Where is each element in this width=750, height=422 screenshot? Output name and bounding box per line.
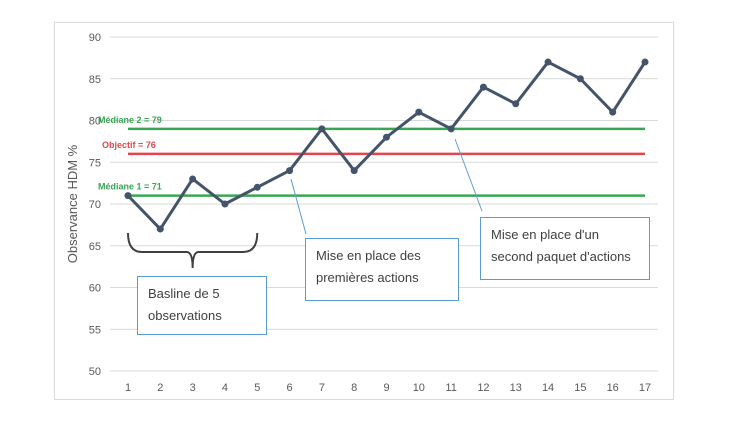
annotation-pointer: [290, 178, 307, 235]
y-tick-label: 70: [89, 199, 101, 211]
annotation-first-actions: Mise en place des premières actions: [305, 238, 459, 301]
annotation-baseline: Basline de 5 observations: [137, 276, 267, 335]
data-point: [641, 58, 649, 66]
data-point: [512, 100, 520, 108]
y-tick-label: 65: [89, 241, 101, 253]
y-tick-label: 60: [89, 283, 101, 295]
chart-frame: [54, 22, 674, 400]
y-tick-label: 50: [89, 366, 101, 378]
annotation-pointer: [454, 138, 483, 212]
y-axis-title: Observance HDM %: [65, 144, 80, 263]
data-point: [286, 167, 294, 175]
x-tick-label: 14: [542, 382, 554, 394]
x-tick-label: 4: [222, 382, 228, 394]
baseline-brace: [127, 232, 259, 269]
data-point: [609, 108, 617, 116]
x-tick-label: 1: [125, 382, 131, 394]
x-tick-label: 2: [157, 382, 163, 394]
x-tick-label: 9: [383, 382, 389, 394]
data-point: [189, 175, 197, 183]
data-point: [350, 167, 358, 175]
x-tick-label: 6: [287, 382, 293, 394]
annotation-second-actions: Mise en place d'un second paquet d'actio…: [480, 217, 650, 280]
x-tick-label: 16: [607, 382, 619, 394]
reference-line-label: Médiane 1 = 71: [98, 182, 162, 192]
data-point: [576, 75, 584, 83]
x-tick-label: 17: [639, 382, 651, 394]
data-point: [124, 192, 132, 200]
reference-line-label: Objectif = 76: [102, 140, 156, 150]
x-tick-label: 13: [510, 382, 522, 394]
x-tick-label: 8: [351, 382, 357, 394]
data-point: [156, 225, 164, 233]
data-point: [447, 125, 455, 133]
data-point: [253, 183, 261, 191]
data-point: [383, 133, 390, 141]
data-point: [544, 58, 552, 66]
x-tick-label: 10: [413, 382, 425, 394]
x-tick-label: 5: [254, 382, 260, 394]
y-tick-label: 85: [89, 74, 101, 86]
x-tick-label: 15: [574, 382, 586, 394]
y-tick-label: 55: [89, 324, 101, 336]
data-point: [221, 200, 229, 208]
y-tick-label: 90: [89, 32, 101, 44]
data-point: [318, 125, 326, 133]
x-tick-label: 7: [319, 382, 325, 394]
data-point: [479, 83, 487, 91]
x-tick-label: 12: [477, 382, 489, 394]
x-tick-label: 11: [445, 382, 456, 394]
reference-line-label: Médiane 2 = 79: [98, 115, 162, 125]
y-tick-label: 75: [89, 157, 101, 169]
y-tick-label: 80: [89, 116, 101, 128]
data-point: [415, 108, 423, 116]
x-tick-label: 3: [190, 382, 196, 394]
